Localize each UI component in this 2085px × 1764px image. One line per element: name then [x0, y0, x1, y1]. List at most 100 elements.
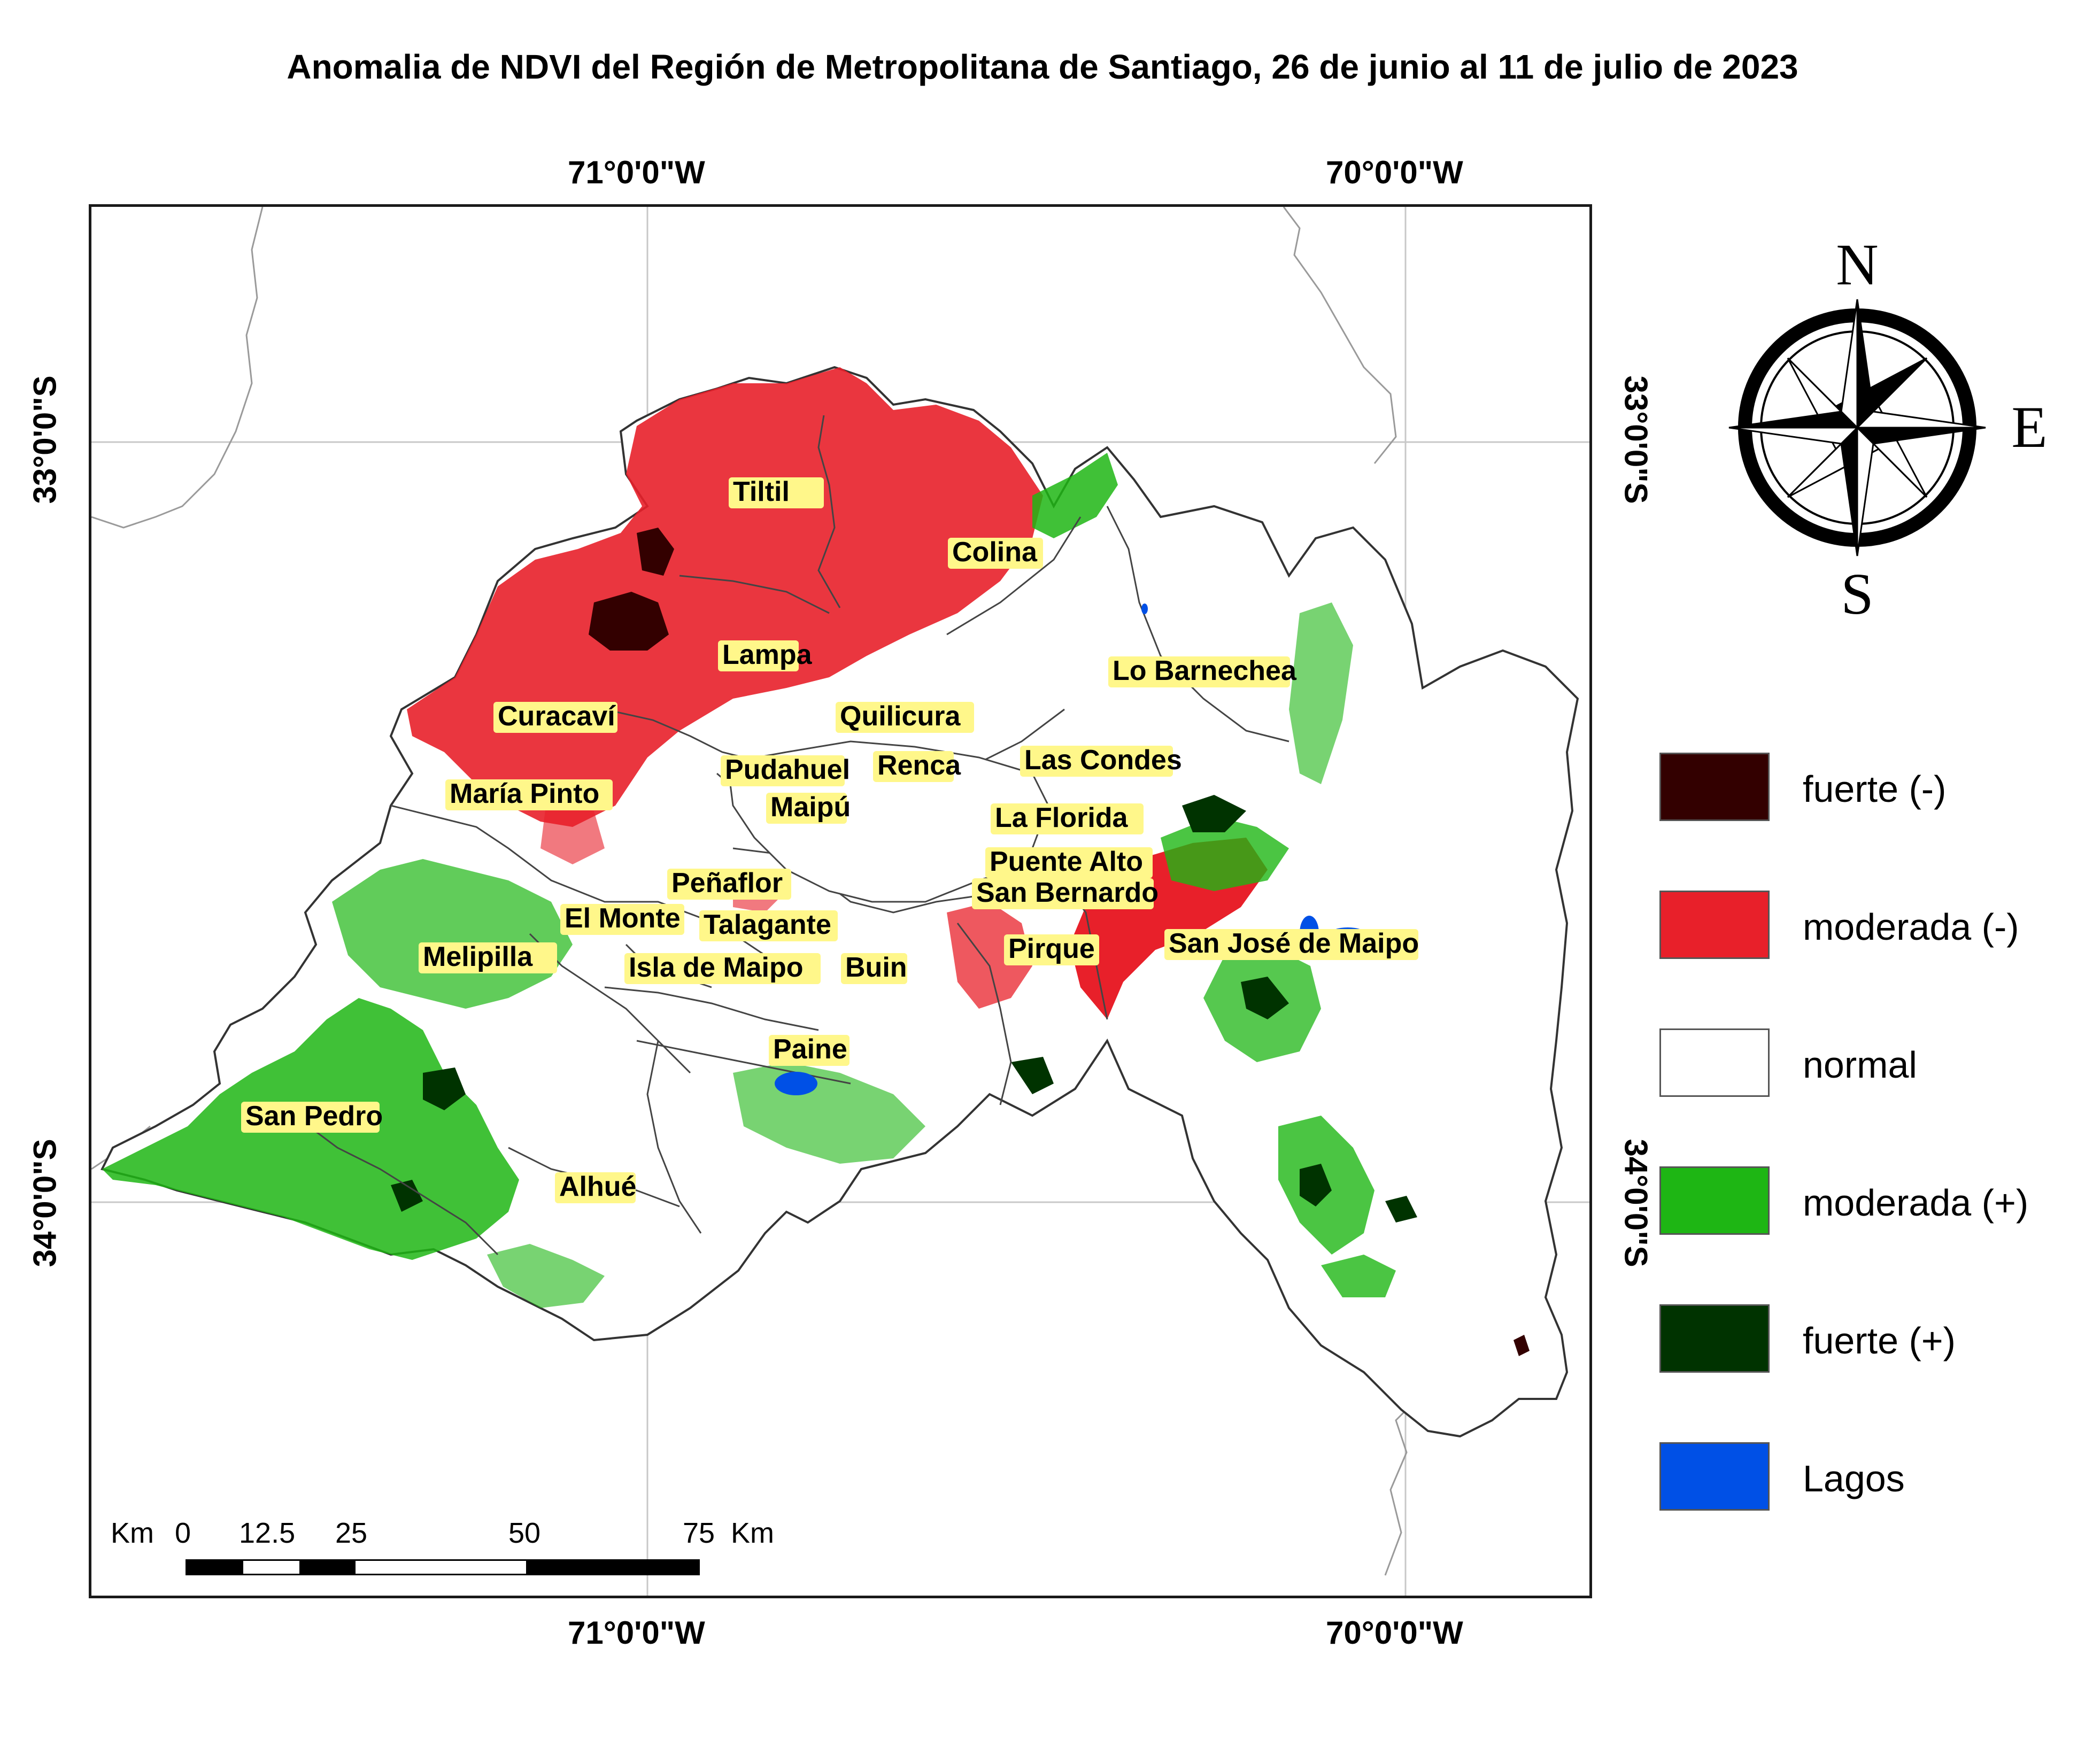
municipality-label: La Florida: [995, 802, 1129, 833]
municipality-label: Lo Barnechea: [1113, 655, 1297, 686]
boundary-colina-barnechea: [946, 516, 1082, 636]
municipality-label-bg: [721, 755, 845, 786]
municipality-label-bg: [836, 702, 974, 733]
legend-swatch: [1659, 1442, 1770, 1511]
scale-seg-4: [356, 1561, 526, 1574]
boundary-northeast: [1283, 207, 1397, 464]
municipality-label: San Pedro: [245, 1101, 383, 1132]
legend-label: fuerte (-): [1803, 768, 1947, 810]
scale-tick-50: 50: [508, 1517, 541, 1549]
lon-label-bottom-right: 70°0'0"W: [1326, 1615, 1463, 1651]
legend-swatch: [1659, 1166, 1770, 1235]
legend-label: moderada (-): [1803, 906, 2019, 948]
municipality-label-bg: [948, 538, 1043, 569]
municipality-label: Peñaflor: [671, 868, 783, 899]
anomaly-strong-positive: [391, 795, 1417, 1223]
anomaly-strong-negative: [589, 528, 1530, 1356]
legend-swatch: [1659, 753, 1770, 821]
municipality-label: Melipilla: [423, 941, 533, 972]
municipality-label-bg: [555, 1172, 636, 1203]
municipality-label: Puente Alto: [990, 846, 1143, 877]
municipality-label-bg: [766, 793, 847, 824]
municipality-label-bg: [241, 1102, 380, 1133]
municipality-label-bg: [729, 477, 824, 508]
municipality-label: Alhué: [559, 1171, 636, 1202]
municipality-label-bg: [718, 640, 799, 671]
municipality-label-bg: [1004, 934, 1099, 965]
lake-aculeo: [775, 1072, 817, 1095]
municipality-label-bg: [769, 1035, 850, 1066]
municipality-label-bg: [667, 869, 791, 900]
municipality-label: San José de Maipo: [1169, 928, 1419, 959]
municipality-label: María Pinto: [450, 778, 599, 809]
scale-tick-75: 75: [683, 1517, 715, 1549]
legend-swatch: [1659, 1028, 1770, 1097]
legend-label: Lagos: [1803, 1458, 1905, 1499]
municipality-label: Maipú: [770, 792, 851, 823]
compass-n: N: [1836, 232, 1878, 297]
municipality-label: Renca: [877, 750, 961, 781]
municipality-label-bg: [624, 953, 821, 984]
lat-label-right-bottom: 34°0'0"S: [1618, 1139, 1654, 1267]
scale-unit-left: Km: [111, 1517, 154, 1549]
municipality-label: Pirque: [1008, 933, 1095, 964]
map-frame[interactable]: Tiltil Colina Lampa Lo Barnechea Curacaví Qui…: [89, 204, 1592, 1598]
scale-tick-25: 25: [335, 1517, 368, 1549]
municipality-label-bg: [419, 942, 557, 973]
scale-seg-5: [526, 1561, 698, 1574]
municipality-label: Talagante: [704, 909, 831, 940]
legend-label: moderada (+): [1803, 1182, 2029, 1224]
municipality-label-bg: [560, 904, 684, 935]
municipality-label: Las Condes: [1024, 745, 1182, 776]
municipality-label-bg: [1020, 746, 1173, 777]
compass-s: S: [1841, 561, 1873, 626]
scale-tick-12_5: 12.5: [239, 1517, 296, 1549]
scale-seg-3: [299, 1561, 356, 1574]
scale-bar: [186, 1559, 700, 1575]
boundary-barnechea-east: [1106, 506, 1289, 742]
boundary-pirque-west: [956, 923, 1012, 1105]
municipality-label: Lampa: [722, 639, 813, 670]
scale-seg-1: [187, 1561, 244, 1574]
municipality-label-bg: [972, 878, 1154, 909]
municipality-label-bg: [873, 751, 954, 782]
municipality-label-bg: [1164, 929, 1418, 960]
lat-label-right-top: 33°0'0"S: [1618, 375, 1654, 504]
lat-label-left-bottom: 34°0'0"S: [27, 1139, 63, 1267]
legend-label: fuerte (+): [1803, 1320, 1956, 1361]
municipality-label: Tiltil: [733, 476, 790, 507]
municipality-label-bg: [841, 953, 907, 984]
municipality-labels: Tiltil Colina Lampa Lo Barnechea Curacaví Qui…: [241, 476, 1419, 1203]
municipality-label: Curacaví: [498, 701, 616, 732]
municipality-label: Colina: [952, 537, 1038, 568]
boundary-paine-west: [646, 1040, 702, 1234]
lat-label-left-top: 33°0'0"S: [27, 375, 63, 504]
municipality-label: El Monte: [565, 903, 681, 934]
municipality-label-bg: [493, 702, 617, 733]
legend-swatch: [1659, 1304, 1770, 1373]
boundary-talagante: [604, 986, 819, 1031]
scale-tick-0: 0: [175, 1517, 191, 1549]
lon-label-top-left: 71°0'0"W: [568, 154, 705, 190]
legend-label: normal: [1803, 1044, 1917, 1086]
boundary-isla-buin: [636, 1040, 851, 1085]
municipality-label: San Bernardo: [976, 877, 1159, 908]
scale-seg-2: [243, 1561, 300, 1574]
municipality-label: Quilicura: [840, 701, 961, 732]
lon-label-top-right: 70°0'0"W: [1326, 154, 1463, 190]
municipality-label: Paine: [773, 1034, 847, 1065]
boundary-tiltil-lampa: [679, 575, 830, 614]
municipality-label: Buin: [845, 952, 907, 983]
municipality-label-bg: [985, 847, 1153, 878]
municipality-label-bg: [699, 910, 838, 941]
boundary-tiltil-colina: [817, 415, 841, 608]
municipality-label: Pudahuel: [725, 754, 850, 785]
compass-e: E: [2011, 394, 2047, 460]
scale-unit-right: Km: [731, 1517, 774, 1549]
municipality-label: Isla de Maipo: [629, 952, 804, 983]
map-title: Anomalia de NDVI del Región de Metropoli…: [287, 48, 1798, 86]
municipality-label-bg: [1108, 656, 1290, 687]
ndvi-map: Tiltil Colina Lampa Lo Barnechea Curacaví Qui…: [91, 207, 1589, 1596]
lake-barnechea: [1141, 604, 1148, 614]
municipality-label-bg: [445, 779, 613, 810]
